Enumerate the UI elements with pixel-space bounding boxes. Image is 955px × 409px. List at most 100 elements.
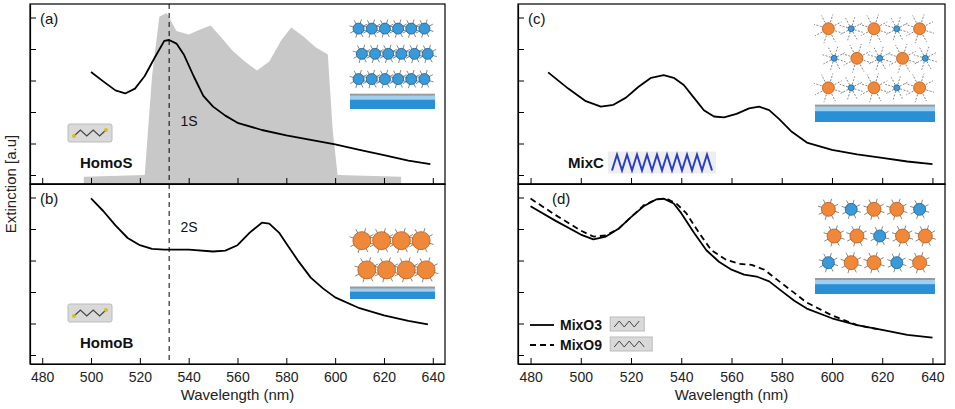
x-tick: 480 [519, 358, 543, 385]
x-tick: 620 [871, 358, 895, 385]
x-tick [42, 178, 43, 184]
inset-particle [422, 48, 433, 59]
inset-particle [822, 23, 834, 35]
y-tick [30, 144, 36, 145]
x-axis: 480500520540560580600620640 [519, 358, 946, 385]
y-tick [30, 81, 36, 82]
x-tick: 480 [31, 358, 55, 385]
molecule-icon-end [72, 134, 76, 138]
y-tick-mark [30, 355, 36, 356]
x-tick-mark [932, 178, 933, 184]
x-tick [581, 178, 582, 184]
molecule-icon-end [72, 314, 76, 318]
molecule-icon-chain [74, 130, 106, 136]
inset-particle [356, 48, 367, 59]
x-axis-title: Wavelength (nm) [675, 386, 789, 403]
x-tick [631, 178, 632, 184]
chain-icon [612, 155, 712, 171]
y-tick-mark [518, 49, 524, 50]
x-tick: 520 [620, 358, 644, 385]
y-tick [518, 355, 524, 356]
x-tick-mark [238, 178, 239, 184]
inset-particle [874, 230, 886, 242]
x-tick-label: 560 [226, 369, 250, 385]
plot-frame [518, 4, 945, 184]
inset-particle [914, 23, 926, 35]
y-tick-mark [518, 261, 524, 262]
panel-label: (b) [40, 190, 58, 207]
y-tick-mark [30, 324, 36, 325]
y-tick-mark [30, 144, 36, 145]
molecule-icon-end [104, 308, 108, 312]
inset-layer [815, 278, 935, 280]
inset-particle [922, 55, 928, 61]
inset-particle [827, 229, 841, 243]
y-tick-mark [518, 355, 524, 356]
inset-substrate [350, 289, 435, 300]
x-tick: 640 [422, 358, 446, 385]
annotation: 1S [180, 113, 197, 129]
x-tick: 560 [720, 358, 744, 385]
x-tick-mark [732, 178, 733, 184]
x-tick: 600 [324, 358, 348, 385]
x-tick-mark [189, 358, 190, 364]
x-tick [433, 178, 434, 184]
inset-particle [393, 23, 404, 34]
y-tick [30, 261, 36, 262]
legend-swatch [530, 324, 554, 326]
inset-particle [353, 74, 364, 85]
x-tick-mark [832, 178, 833, 184]
legend-label: MixO9 [560, 337, 602, 353]
annotation: 2S [180, 219, 197, 235]
x-axis-line [31, 364, 446, 365]
x-tick [189, 178, 190, 184]
line [91, 198, 428, 324]
inset-particle [412, 232, 430, 250]
inset-particle [850, 229, 864, 243]
inset-particle [918, 229, 932, 243]
molecule-icon-box [68, 304, 112, 322]
inset-substrate [350, 96, 435, 109]
inset-particle [366, 23, 377, 34]
plot-frame [30, 4, 445, 184]
inset-particle [844, 256, 858, 270]
x-tick-mark [286, 358, 287, 364]
inset-substrate-top [815, 107, 935, 112]
y-axis [518, 185, 524, 365]
inset-layer [350, 94, 435, 96]
inset-particle [366, 74, 377, 85]
inset-schematic [814, 14, 937, 122]
x-tick [286, 178, 287, 184]
y-tick [518, 81, 524, 82]
x-tick-label: 540 [670, 369, 694, 385]
x-tick-mark [384, 178, 385, 184]
inset-schematic [815, 199, 936, 294]
y-axis-line [30, 5, 31, 185]
inset-particle [894, 26, 900, 32]
x-tick-mark [140, 178, 141, 184]
y-tick [518, 198, 524, 199]
x-axis-title: Wavelength (nm) [181, 386, 295, 403]
y-tick [518, 324, 524, 325]
x-tick-label: 580 [275, 369, 299, 385]
molecule-icon-chain [74, 310, 106, 316]
inset-particle [894, 85, 900, 91]
y-axis [30, 185, 36, 365]
inset-layer [815, 105, 935, 107]
inset-particle [891, 257, 903, 269]
y-tick [518, 49, 524, 50]
molecule-icon [68, 304, 112, 322]
panel-label: (c) [528, 10, 546, 27]
inset-particle [822, 257, 834, 269]
x-tick-label: 640 [921, 369, 945, 385]
legend: MixO3MixO9 [530, 317, 652, 353]
inset-particle [370, 48, 381, 59]
x-tick [782, 178, 783, 184]
y-tick [518, 175, 524, 176]
inset-particle [831, 55, 837, 61]
plot-frame [30, 184, 445, 364]
sample-label: HomoS [80, 154, 133, 171]
y-tick [518, 261, 524, 262]
x-tick-mark [531, 358, 532, 364]
x-tick [384, 178, 385, 184]
